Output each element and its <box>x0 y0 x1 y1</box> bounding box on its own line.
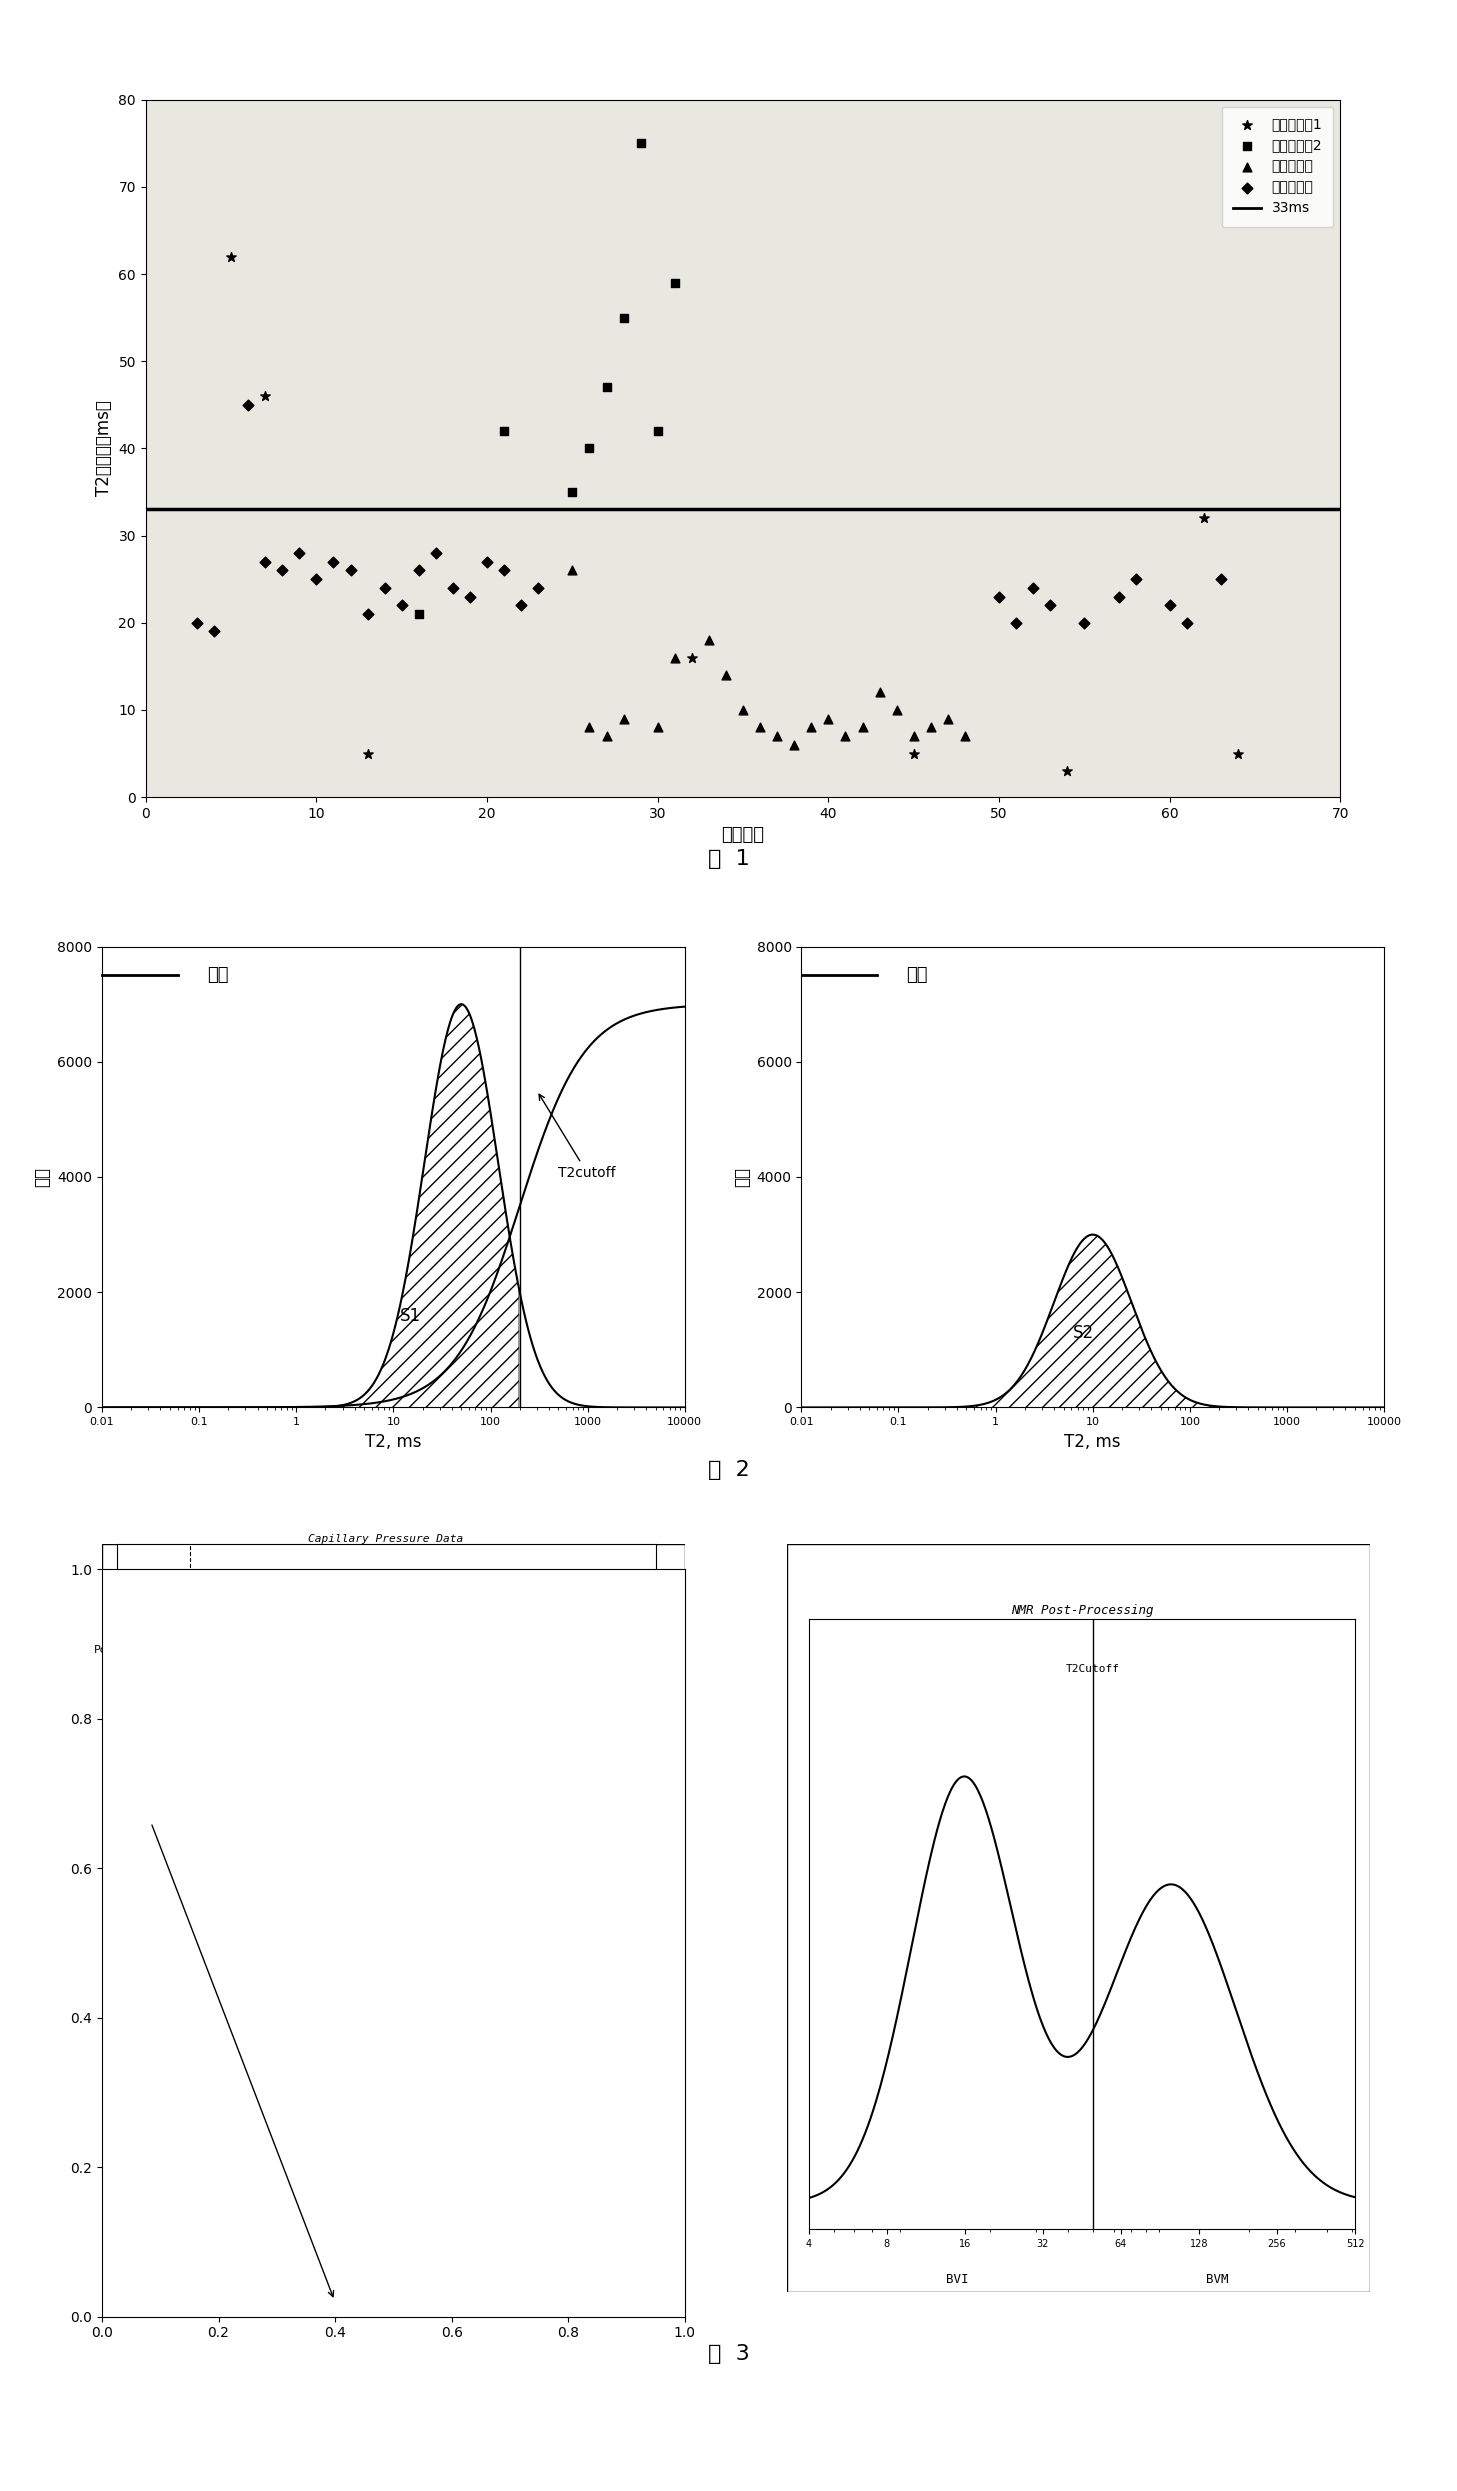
华北某地区 <box>407 551 430 590</box>
华北某地区 <box>390 585 414 625</box>
新疆某地区2 <box>578 428 602 468</box>
新疆某地区1 <box>1056 750 1080 790</box>
西北某地区 <box>561 551 584 590</box>
新疆某地区2 <box>629 122 653 164</box>
华北某地区 <box>510 585 533 625</box>
Title: NMR Post-Processing: NMR Post-Processing <box>1011 1604 1152 1617</box>
华北某地区 <box>1039 585 1062 625</box>
华北某地区 <box>287 533 310 573</box>
华北某地区 <box>339 551 363 590</box>
Text: Pc: Pc <box>93 1647 106 1657</box>
华北某地区 <box>492 551 516 590</box>
西北某地区 <box>937 697 960 737</box>
西北某地区 <box>851 707 874 747</box>
西北某地区 <box>833 715 857 755</box>
Text: T2cutoff: T2cutoff <box>539 1094 616 1181</box>
华北某地区 <box>356 593 379 633</box>
西北某地区 <box>919 707 943 747</box>
新疆某地区2 <box>561 471 584 511</box>
新疆某地区2 <box>407 593 430 633</box>
华北某地区 <box>373 568 396 608</box>
华北某地区 <box>475 541 498 580</box>
华北某地区 <box>271 551 294 590</box>
Text: S1: S1 <box>399 1308 421 1325</box>
华北某地区 <box>1209 558 1233 598</box>
华北某地区 <box>1021 568 1045 608</box>
华北某地区 <box>526 568 549 608</box>
Text: 饱和: 饱和 <box>207 967 229 984</box>
Y-axis label: 幅値: 幅値 <box>34 1166 51 1188</box>
西北某地区 <box>817 697 841 737</box>
西北某地区 <box>594 715 618 755</box>
西北某地区 <box>800 707 823 747</box>
华北某地区 <box>203 610 226 650</box>
华北某地区 <box>424 533 447 573</box>
西北某地区 <box>953 715 976 755</box>
西北某地区 <box>663 638 686 678</box>
新疆某地区1 <box>1227 732 1250 772</box>
西北某地区 <box>765 715 788 755</box>
华北某地区 <box>305 558 328 598</box>
华北某地区 <box>988 575 1011 615</box>
西北某地区 <box>731 690 755 730</box>
新疆某地区1 <box>902 732 925 772</box>
华北某地区 <box>236 384 259 423</box>
华北某地区 <box>185 603 208 643</box>
Text: 离心: 离心 <box>906 967 928 984</box>
华北某地区 <box>1072 603 1096 643</box>
Text: T2Cutoff: T2Cutoff <box>1067 1664 1120 1674</box>
新疆某地区1 <box>680 638 704 678</box>
西北某地区 <box>749 707 772 747</box>
Text: 图  2: 图 2 <box>708 1460 749 1480</box>
Text: Swirr: Swirr <box>178 1926 203 1936</box>
华北某地区 <box>1123 558 1147 598</box>
华北某地区 <box>1176 603 1199 643</box>
西北某地区 <box>902 715 925 755</box>
Text: BVI: BVI <box>946 2272 969 2287</box>
华北某地区 <box>1158 585 1182 625</box>
西北某地区 <box>868 673 892 712</box>
西北某地区 <box>578 707 602 747</box>
新疆某地区2 <box>645 411 669 451</box>
Y-axis label: 幅値: 幅値 <box>733 1166 750 1188</box>
华北某地区 <box>322 541 345 580</box>
新疆某地区1 <box>220 237 243 277</box>
新疆某地区1 <box>356 732 379 772</box>
X-axis label: T2, ms: T2, ms <box>1065 1432 1120 1450</box>
新疆某地区2 <box>663 262 686 301</box>
Text: BVM: BVM <box>1205 2272 1228 2287</box>
Text: 图  1: 图 1 <box>708 849 749 869</box>
西北某地区 <box>698 620 721 660</box>
Y-axis label: T2截止値（ms）: T2截止値（ms） <box>95 401 112 496</box>
西北某地区 <box>782 725 806 765</box>
Title: Cumulative Log
NMR Porosity: Cumulative Log NMR Porosity <box>342 1871 430 1893</box>
华北某地区 <box>254 541 277 580</box>
西北某地区 <box>645 707 669 747</box>
西北某地区 <box>884 690 908 730</box>
华北某地区 <box>1107 575 1131 615</box>
X-axis label: 岩心编号: 岩心编号 <box>721 827 765 844</box>
Text: S2: S2 <box>1072 1325 1094 1343</box>
新疆某地区1 <box>1192 498 1215 538</box>
X-axis label: Sw(%): Sw(%) <box>369 1886 404 1896</box>
X-axis label: T2, ms: T2, ms <box>366 1432 421 1450</box>
西北某地区 <box>612 697 635 737</box>
新疆某地区2 <box>594 366 618 406</box>
新疆某地区1 <box>254 376 277 416</box>
华北某地区 <box>459 575 482 615</box>
Text: 图  3: 图 3 <box>708 2344 749 2364</box>
西北某地区 <box>714 655 737 695</box>
X-axis label: T2(ms): T2(ms) <box>367 2272 405 2282</box>
新疆某地区2 <box>612 296 635 336</box>
华北某地区 <box>1004 603 1027 643</box>
新疆某地区2 <box>492 411 516 451</box>
华北某地区 <box>441 568 465 608</box>
Title: Capillary Pressure Data: Capillary Pressure Data <box>309 1534 463 1544</box>
Legend: 新疆某地区1, 新疆某地区2, 西北某地区, 华北某地区, 33ms: 新疆某地区1, 新疆某地区2, 西北某地区, 华北某地区, 33ms <box>1221 107 1333 227</box>
